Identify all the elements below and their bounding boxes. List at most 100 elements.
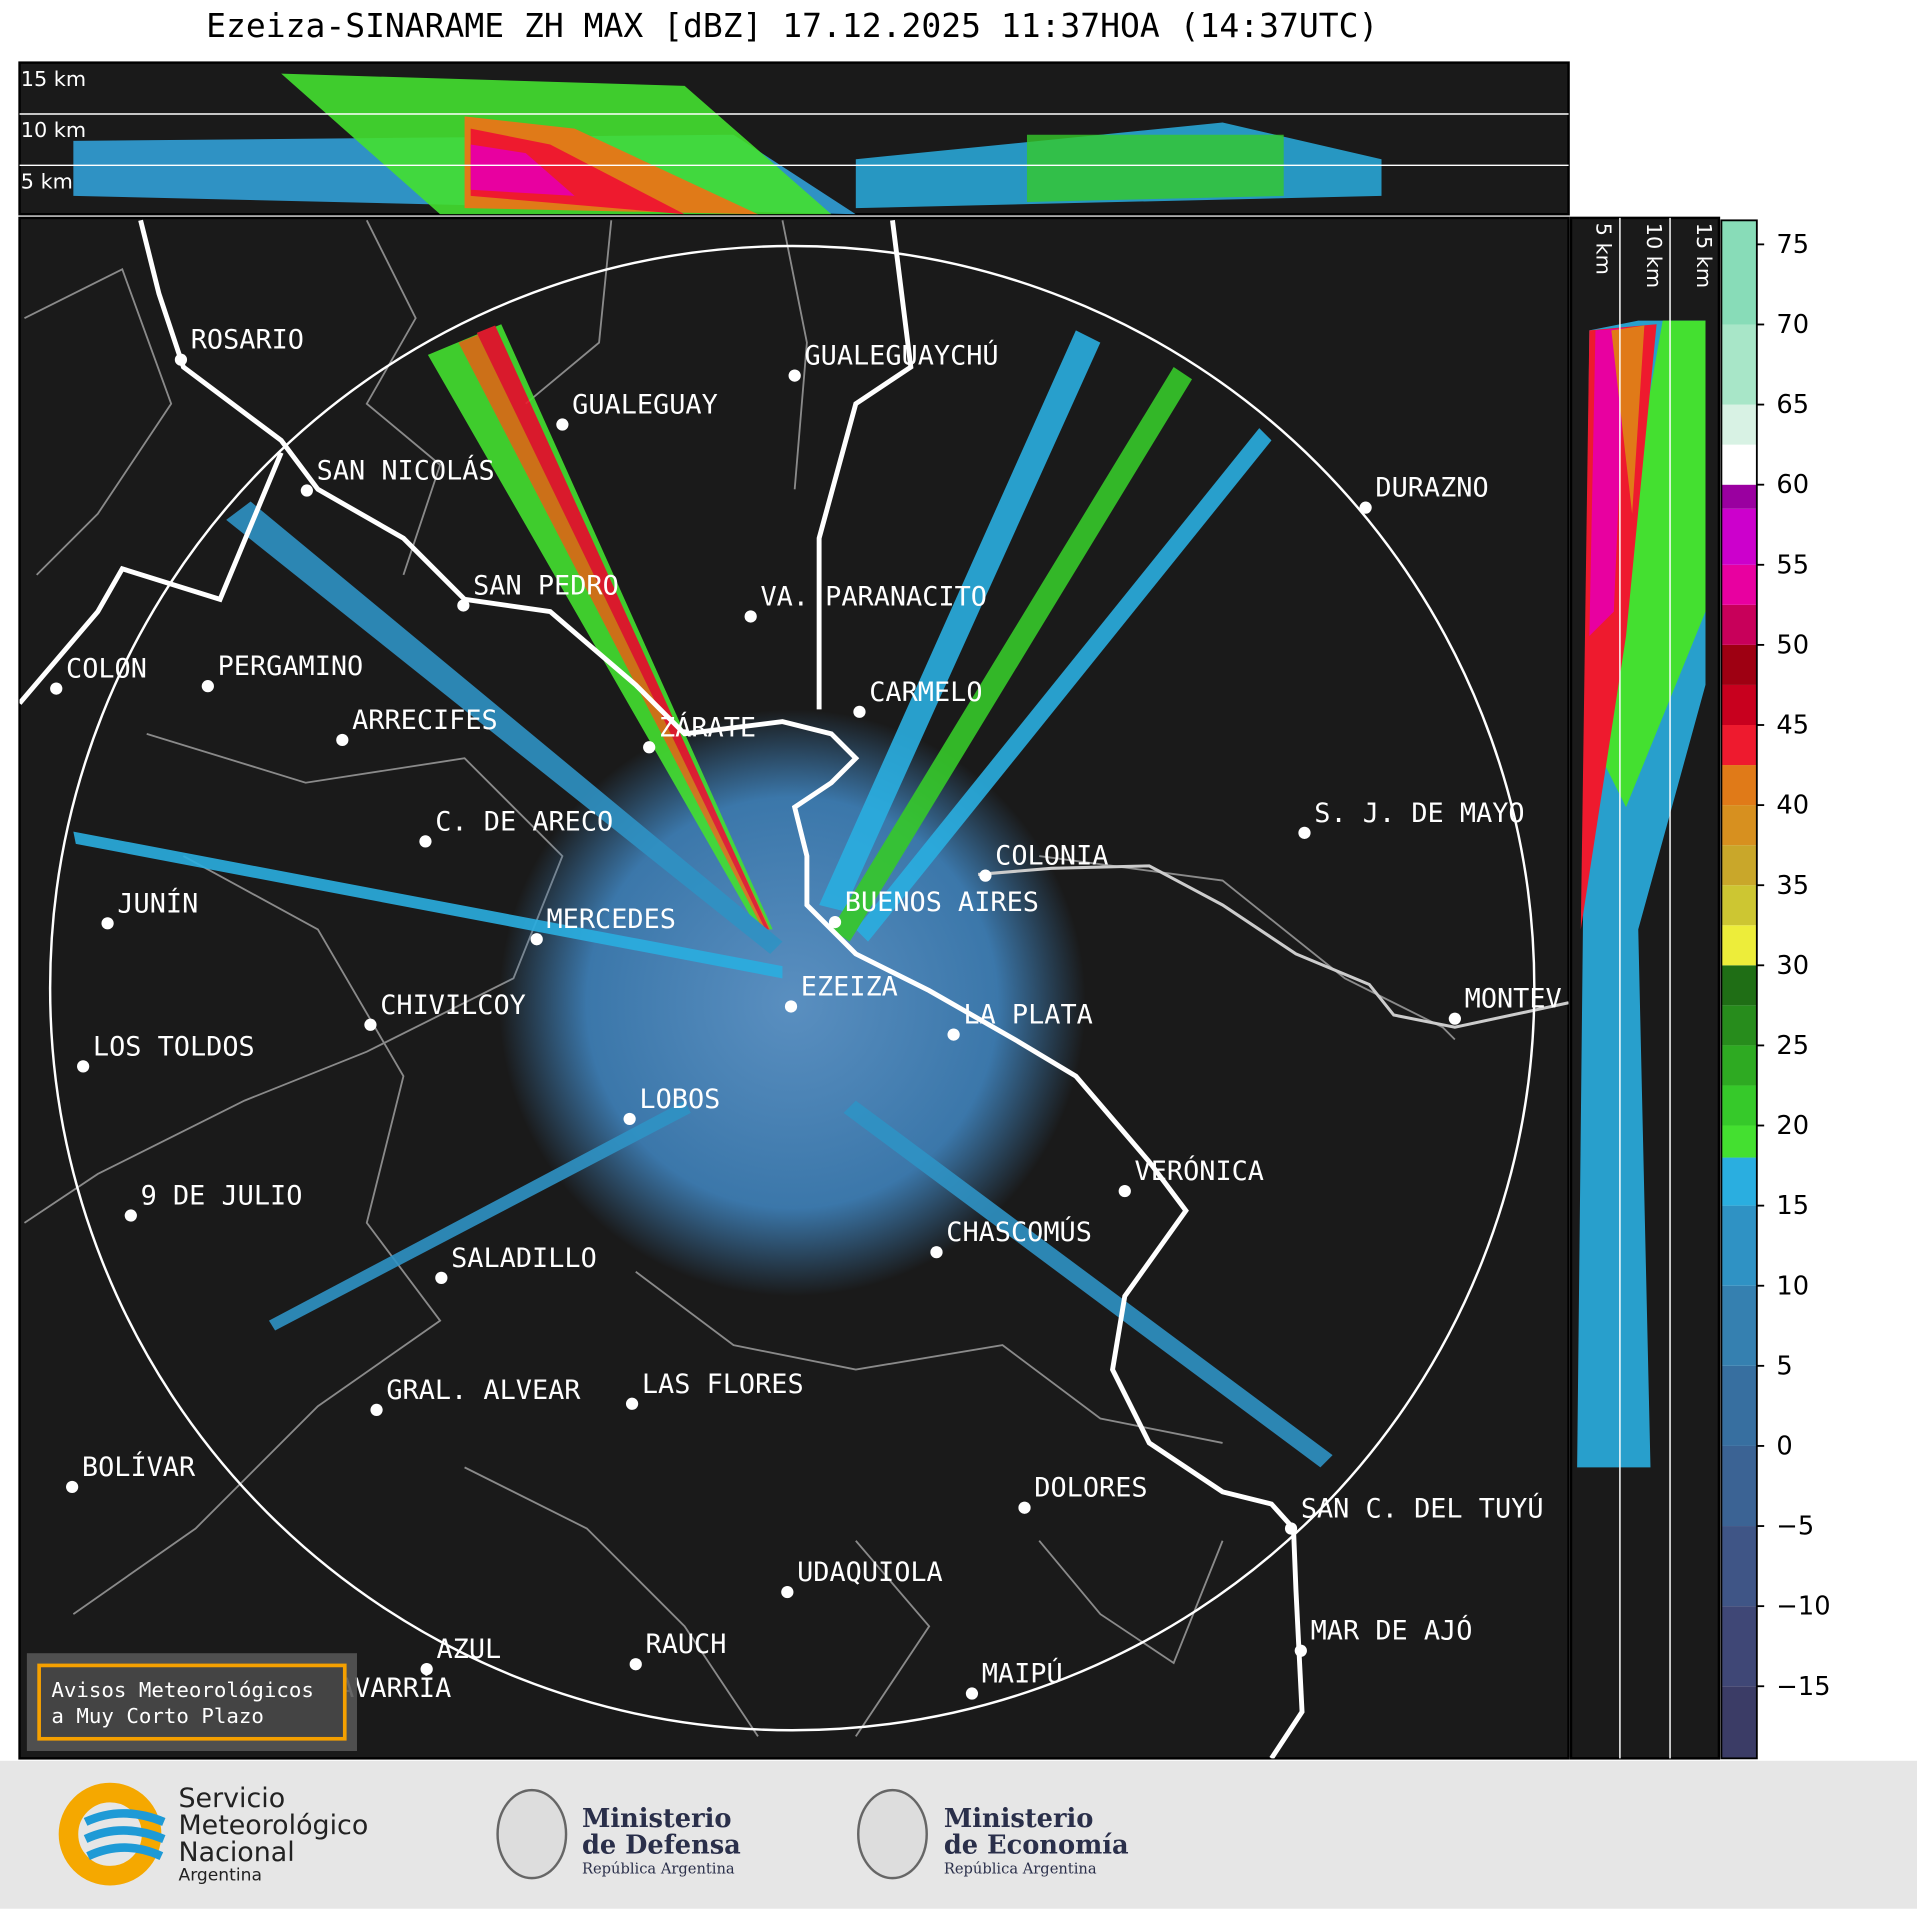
logo-text: Meteorológico (178, 1810, 368, 1841)
place-label: VERÓNICA (1135, 1155, 1264, 1187)
place-label: CARMELO (869, 677, 982, 708)
place-label: LAS FLORES (642, 1369, 804, 1400)
colorbar-tick-label: 15 (1776, 1191, 1809, 1221)
right-section: 5 km 10 km 15 km (1569, 216, 1721, 1760)
coastline (19, 219, 1305, 1759)
colorbar-segment (1721, 845, 1757, 886)
place-label: BOLÍVAR (82, 1451, 196, 1483)
top-section: 15 km 10 km 5 km (18, 61, 1570, 216)
colorbar-tick-label: 25 (1776, 1031, 1809, 1061)
colorbar-tick-label: 45 (1776, 711, 1809, 741)
footer-bg (0, 1760, 1917, 1909)
place-label: AZUL (436, 1634, 501, 1665)
place-label: SAN NICOLÁS (317, 455, 495, 487)
place-marker (788, 369, 801, 382)
place-marker (853, 705, 866, 718)
place-label: 9 DE JULIO (141, 1181, 303, 1212)
place-label: C. DE ARECO (435, 806, 613, 837)
place-marker (124, 1209, 137, 1222)
places: ROSARIO GUALEGUAYCHÚ GUALEGUAY SAN NICOLÁS D… (50, 325, 1562, 1715)
logo-text: Ministerio (944, 1804, 1094, 1834)
colorbar-segment (1721, 1365, 1757, 1446)
place-label: SALADILLO (451, 1243, 597, 1274)
place-label: VA. PARANACITO (760, 581, 987, 612)
colorbar-tick-label: 20 (1776, 1111, 1809, 1141)
colorbar-segment (1721, 925, 1757, 966)
place-marker (629, 1658, 642, 1671)
place-label: SAN C. DEL TUYÚ (1301, 1492, 1544, 1524)
height-label: 5 km (21, 170, 73, 194)
notice-box[interactable]: Avisos Meteorológicos a Muy Corto Plazo (26, 1653, 357, 1752)
place-marker (623, 1112, 636, 1126)
colorbar-tick-label: 70 (1776, 310, 1809, 340)
colorbar-tick-label: 65 (1776, 390, 1809, 420)
place-label: BUENOS AIRES (845, 887, 1039, 918)
place-label: MAIPÚ (982, 1658, 1063, 1690)
place-label: EZEIZA (801, 971, 898, 1002)
place-marker (419, 835, 432, 848)
place-label: COLONIA (995, 841, 1108, 872)
colorbar-segment (1721, 1157, 1757, 1206)
colorbar-segment (1721, 805, 1757, 846)
place-label: DURAZNO (1375, 473, 1488, 504)
place-marker (364, 1018, 377, 1031)
place-label: CHASCOMÚS (946, 1216, 1092, 1248)
place-marker (420, 1662, 433, 1676)
place-marker (744, 610, 757, 623)
place-label: COLON (66, 654, 147, 685)
height-label: 15 km (1692, 223, 1716, 288)
colorbar-segment (1721, 1686, 1757, 1759)
place-marker (1359, 501, 1372, 514)
colorbar-segment (1721, 324, 1757, 405)
place-marker (174, 353, 188, 366)
colorbar-tick-label: 50 (1776, 630, 1809, 660)
colorbar-segment (1721, 444, 1757, 485)
logo-text: de Defensa (582, 1831, 741, 1861)
height-label: 10 km (21, 118, 86, 142)
colorbar-segment (1721, 885, 1757, 926)
colorbar-segment (1721, 1005, 1757, 1046)
logo-text: República Argentina (944, 1860, 1097, 1877)
height-label: 10 km (1642, 223, 1666, 288)
colorbar-tick-label: −15 (1776, 1672, 1830, 1702)
colorbar-tick-label: 60 (1776, 470, 1809, 500)
colorbar-segment (1721, 1606, 1757, 1687)
colorbar-segment (1721, 220, 1757, 325)
place-marker (530, 933, 543, 946)
place-label: GRAL. ALVEAR (386, 1375, 581, 1406)
place-label: LOS TOLDOS (93, 1031, 255, 1062)
colorbar-tick-label: 5 (1776, 1351, 1792, 1381)
place-label: MERCEDES (546, 904, 675, 935)
range-ring (48, 244, 1536, 1732)
colorbar-segment (1721, 965, 1757, 1006)
colorbar-segment (1721, 1445, 1757, 1527)
height-label: 5 km (1592, 223, 1616, 275)
title: Ezeiza-SINARAME ZH MAX [dBZ] 17.12.2025 … (206, 6, 1378, 45)
place-marker (781, 1585, 794, 1599)
place-label: JUNÍN (117, 887, 198, 919)
colorbar-tick-label: 55 (1776, 550, 1809, 580)
colorbar-tick-label: 40 (1776, 791, 1809, 821)
logo-smn: Servicio Meteorológico Nacional Argentin… (58, 1782, 368, 1886)
place-label: GUALEGUAYCHÚ (804, 340, 998, 372)
place-marker (101, 917, 114, 930)
place-label: MONTEV (1465, 984, 1562, 1015)
logo-text: República Argentina (582, 1860, 735, 1877)
place-marker (1298, 826, 1311, 839)
colorbar-segment (1721, 564, 1757, 605)
place-marker (1448, 1012, 1461, 1025)
place-label: ZÁRATE (659, 711, 756, 743)
place-marker (1284, 1522, 1298, 1535)
place-marker (300, 484, 313, 497)
place-marker (50, 682, 63, 695)
colorbar-segment (1721, 1205, 1757, 1286)
logo-text: de Economía (944, 1831, 1129, 1861)
logo-defensa: Ministerio de Defensa República Argentin… (496, 1788, 741, 1880)
place-marker (66, 1480, 79, 1494)
colorbar-tick-label: 35 (1776, 871, 1809, 901)
colorbar-segment (1721, 644, 1757, 685)
colorbar-tick-label: 10 (1776, 1271, 1809, 1301)
place-label: DOLORES (1034, 1473, 1147, 1504)
colorbar-segment (1721, 1125, 1757, 1158)
